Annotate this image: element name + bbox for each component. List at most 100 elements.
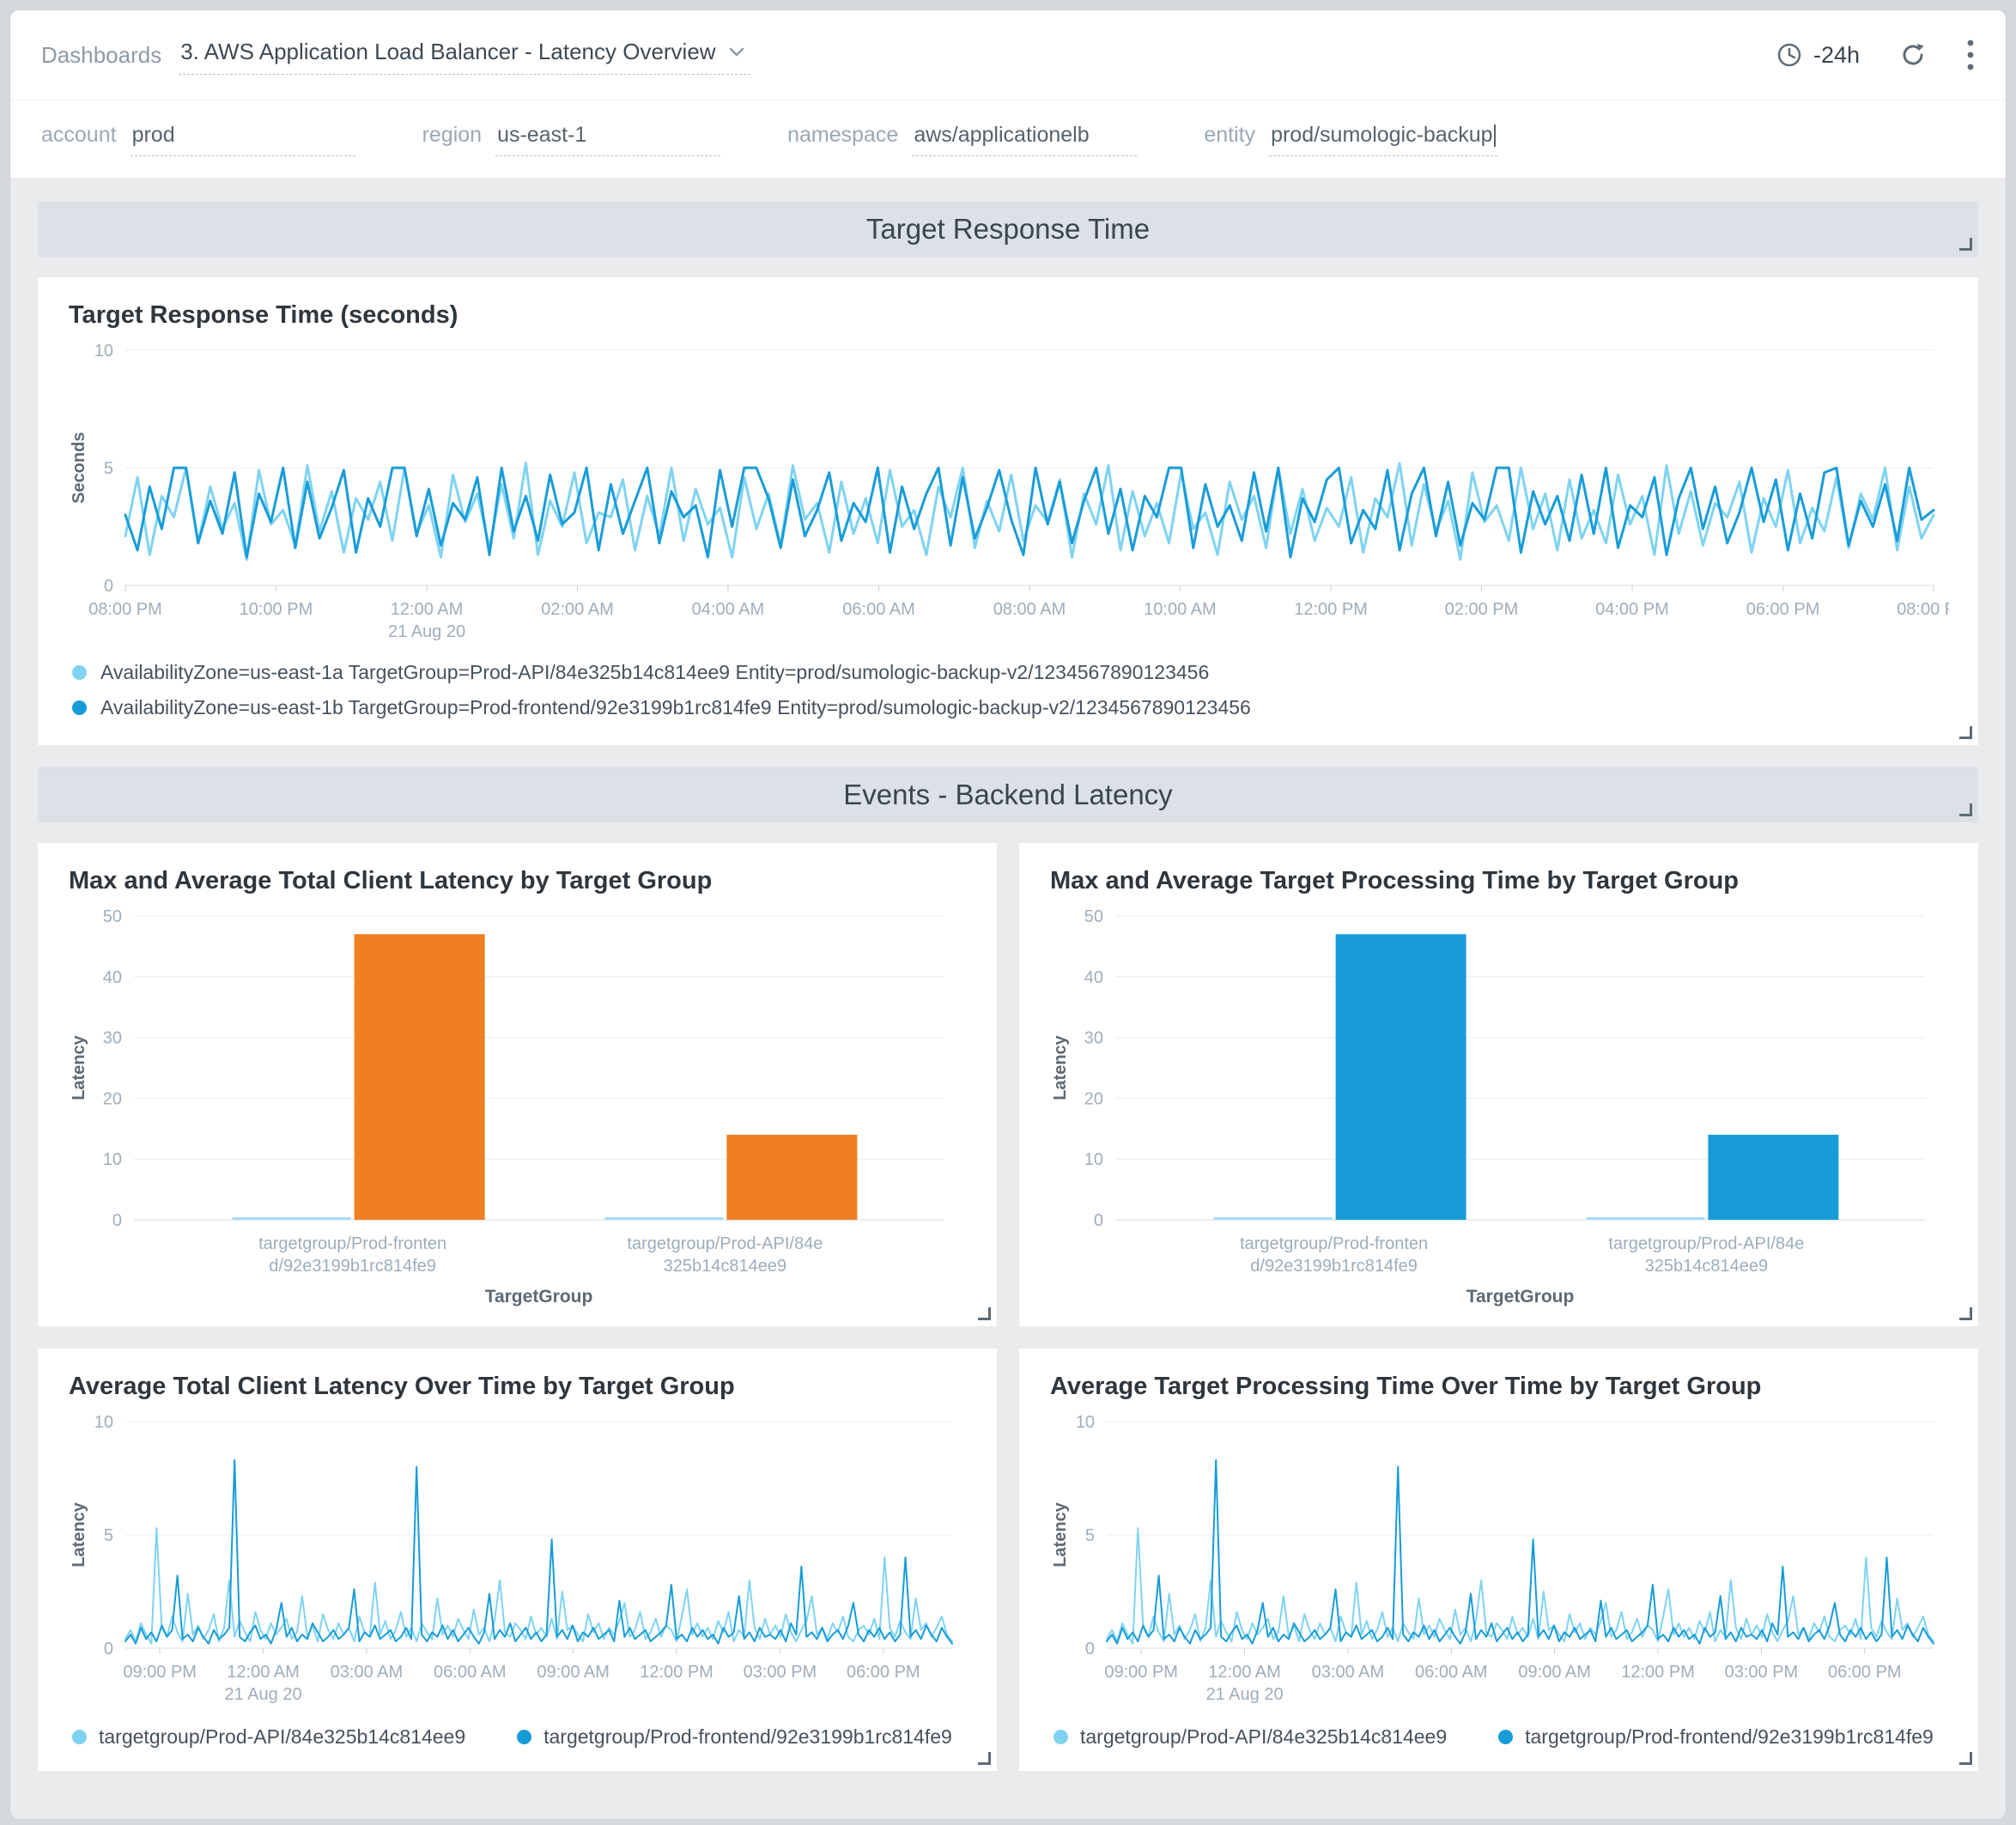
panel-max-avg-client-latency: Max and Average Total Client Latency by …	[38, 843, 997, 1326]
legend-label: targetgroup/Prod-API/84e325b14c814ee9	[99, 1725, 466, 1748]
svg-text:30: 30	[103, 1029, 122, 1048]
svg-text:09:00 PM: 09:00 PM	[1104, 1663, 1178, 1682]
page-title: 3. AWS Application Load Balancer - Laten…	[180, 39, 716, 64]
series-color-dot	[517, 1730, 532, 1744]
panel-title: Target Response Time (seconds)	[69, 301, 458, 329]
section-header-events-backend-latency: Events - Backend Latency	[38, 767, 1978, 822]
svg-text:12:00 PM: 12:00 PM	[640, 1663, 713, 1682]
svg-text:10:00 AM: 10:00 AM	[1144, 600, 1217, 619]
resize-corner-icon[interactable]	[1959, 238, 1972, 251]
svg-text:40: 40	[103, 968, 122, 987]
legend-item-prod-frontend[interactable]: targetgroup/Prod-frontend/92e3199b1rc814…	[517, 1725, 952, 1749]
panel-max-avg-target-processing: Max and Average Target Processing Time b…	[1019, 843, 1978, 1326]
target-processing-bar-chart[interactable]: 0 10 20 30 40 50 Latency targetgroup/Prod-front…	[1048, 906, 1949, 1309]
filter-entity-input[interactable]: prod/sumologic-backup	[1269, 123, 1497, 156]
svg-text:12:00 AM: 12:00 AM	[227, 1663, 300, 1682]
client-latency-time-chart[interactable]: 0 5 10 Latency 09:00 PM 12:00 AM 21 Aug 20 03:0…	[67, 1411, 968, 1712]
svg-text:09:00 PM: 09:00 PM	[123, 1663, 197, 1682]
svg-text:06:00 PM: 06:00 PM	[1828, 1663, 1902, 1682]
legend-item-us-east-1a[interactable]: AvailabilityZone=us-east-1a TargetGroup=…	[72, 661, 1949, 684]
filter-region-input[interactable]: us-east-1	[495, 123, 721, 156]
filter-namespace-label: namespace	[787, 122, 899, 147]
panel-avg-target-processing-over-time: Average Target Processing Time Over Time…	[1019, 1349, 1978, 1771]
svg-text:08:00 PM: 08:00 PM	[88, 600, 162, 619]
panel-title: Average Total Client Latency Over Time b…	[69, 1373, 735, 1400]
resize-corner-icon[interactable]	[1959, 1307, 1972, 1320]
svg-text:20: 20	[103, 1089, 122, 1108]
svg-text:12:00 AM: 12:00 AM	[1208, 1663, 1281, 1682]
svg-text:02:00 PM: 02:00 PM	[1445, 600, 1519, 619]
svg-text:03:00 PM: 03:00 PM	[1725, 1663, 1799, 1682]
chart-legend: targetgroup/Prod-API/84e325b14c814ee9 ta…	[72, 1725, 968, 1749]
resize-corner-icon[interactable]	[1959, 803, 1972, 816]
resize-corner-icon[interactable]	[978, 1752, 991, 1765]
svg-text:10: 10	[1084, 1150, 1103, 1169]
svg-text:325b14c814ee9: 325b14c814ee9	[664, 1257, 786, 1276]
resize-corner-icon[interactable]	[1959, 1752, 1972, 1765]
svg-text:0: 0	[104, 1640, 113, 1658]
dashboard-page: Dashboards 3. AWS Application Load Balan…	[10, 10, 2006, 1819]
svg-text:20: 20	[1084, 1089, 1103, 1108]
svg-text:03:00 AM: 03:00 AM	[1312, 1663, 1385, 1682]
svg-text:10:00 PM: 10:00 PM	[240, 600, 313, 619]
legend-item-prod-api[interactable]: targetgroup/Prod-API/84e325b14c814ee9	[72, 1725, 465, 1749]
series-color-dot	[1054, 1730, 1068, 1744]
svg-text:21 Aug 20: 21 Aug 20	[224, 1685, 301, 1704]
resize-corner-icon[interactable]	[1959, 726, 1972, 739]
svg-text:21 Aug 20: 21 Aug 20	[1205, 1685, 1283, 1704]
time-range-label: -24h	[1813, 41, 1860, 68]
svg-text:325b14c814ee9: 325b14c814ee9	[1645, 1257, 1768, 1276]
section-header-target-response-time: Target Response Time	[38, 202, 1978, 257]
svg-text:Latency: Latency	[70, 1501, 88, 1567]
series-color-dot	[1498, 1730, 1514, 1744]
series-color-dot	[72, 665, 87, 680]
svg-text:40: 40	[1084, 968, 1103, 987]
svg-text:03:00 PM: 03:00 PM	[744, 1663, 817, 1682]
refresh-icon[interactable]	[1899, 41, 1927, 69]
svg-text:12:00 PM: 12:00 PM	[1621, 1663, 1695, 1682]
svg-text:0: 0	[1085, 1640, 1095, 1658]
svg-text:10: 10	[94, 1413, 113, 1432]
svg-text:50: 50	[103, 907, 122, 926]
svg-text:08:00 AM: 08:00 AM	[993, 600, 1066, 619]
text-cursor	[1493, 124, 1496, 147]
series-color-dot	[72, 700, 87, 715]
resize-corner-icon[interactable]	[978, 1307, 991, 1320]
filter-namespace-input[interactable]: aws/applicationelb	[912, 123, 1138, 156]
svg-text:03:00 AM: 03:00 AM	[331, 1663, 404, 1682]
kebab-menu-icon[interactable]	[1966, 39, 1975, 71]
breadcrumb-dashboards-link[interactable]: Dashboards	[41, 41, 162, 68]
svg-text:targetgroup/Prod-fronten: targetgroup/Prod-fronten	[1240, 1234, 1428, 1253]
svg-text:10: 10	[1076, 1413, 1095, 1432]
response-time-line-chart[interactable]: 0 5 10 Seconds 08:00 PM 10:00 PM 12:00 AM 21 Au…	[67, 340, 1949, 649]
svg-text:targetgroup/Prod-fronten: targetgroup/Prod-fronten	[258, 1234, 446, 1253]
client-latency-bar-chart[interactable]: 0 10 20 30 40 50 Latency targetgroup/Prod-front…	[67, 906, 968, 1309]
svg-text:04:00 AM: 04:00 AM	[692, 600, 765, 619]
panel-title: Max and Average Total Client Latency by …	[69, 867, 713, 894]
top-bar: Dashboards 3. AWS Application Load Balan…	[10, 10, 2006, 100]
filter-entity-value: prod/sumologic-backup	[1271, 122, 1493, 147]
svg-text:06:00 AM: 06:00 AM	[842, 600, 915, 619]
svg-text:06:00 PM: 06:00 PM	[847, 1663, 920, 1682]
dashboard-content: Target Response Time Target Response Tim…	[10, 178, 2006, 1819]
dashboard-title-dropdown[interactable]: 3. AWS Application Load Balancer - Laten…	[179, 35, 750, 75]
svg-text:TargetGroup: TargetGroup	[1466, 1287, 1575, 1307]
svg-text:06:00 AM: 06:00 AM	[1415, 1663, 1488, 1682]
legend-item-prod-frontend[interactable]: targetgroup/Prod-frontend/92e3199b1rc814…	[1498, 1725, 1934, 1749]
filter-entity: entity prod/sumologic-backup	[1204, 123, 1497, 156]
legend-label: targetgroup/Prod-API/84e325b14c814ee9	[1080, 1725, 1448, 1748]
bar-charts-row: Max and Average Total Client Latency by …	[38, 843, 1978, 1326]
target-processing-time-chart[interactable]: 0 5 10 Latency 09:00 PM 12:00 AM 21 Aug 20 03:0…	[1048, 1411, 1949, 1712]
svg-text:06:00 AM: 06:00 AM	[434, 1663, 507, 1682]
legend-item-us-east-1b[interactable]: AvailabilityZone=us-east-1b TargetGroup=…	[72, 696, 1949, 719]
svg-text:12:00 PM: 12:00 PM	[1294, 600, 1368, 619]
chart-legend: targetgroup/Prod-API/84e325b14c814ee9 ta…	[1054, 1725, 1949, 1749]
legend-label: AvailabilityZone=us-east-1b TargetGroup=…	[100, 696, 1251, 718]
svg-text:Seconds: Seconds	[70, 432, 88, 503]
panel-title: Max and Average Target Processing Time b…	[1050, 867, 1740, 894]
filter-account-input[interactable]: prod	[130, 123, 355, 156]
filter-entity-label: entity	[1204, 122, 1256, 147]
legend-item-prod-api[interactable]: targetgroup/Prod-API/84e325b14c814ee9	[1054, 1725, 1447, 1749]
time-range-button[interactable]: -24h	[1776, 41, 1860, 69]
filter-region: region us-east-1	[422, 123, 721, 156]
